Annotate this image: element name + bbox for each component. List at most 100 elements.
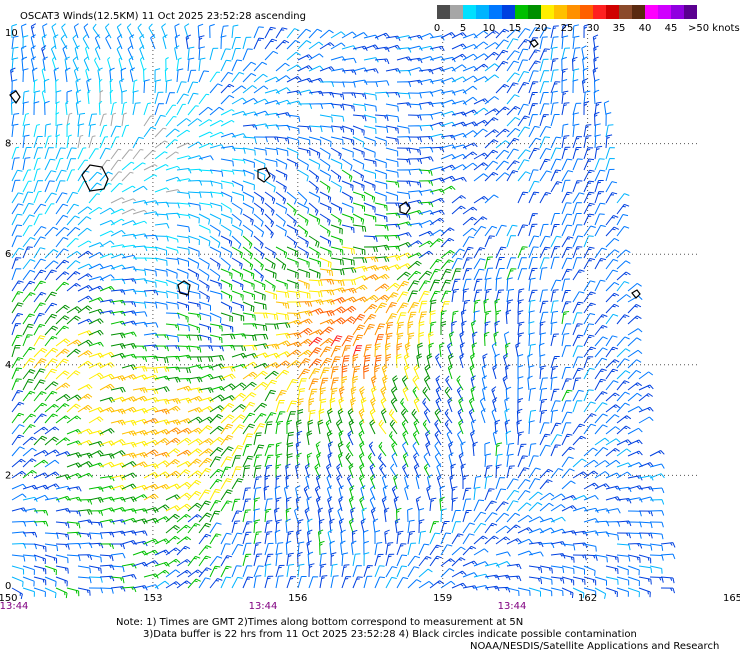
wind-barb [264,147,279,155]
wind-barb [416,353,423,369]
wind-barb [517,28,531,39]
wind-barb [209,246,222,258]
wind-barb [209,334,223,344]
wind-barb [572,554,587,561]
wind-barb [220,202,232,213]
wind-barb [242,72,257,83]
wind-barb [385,169,399,178]
wind-barb [338,397,345,413]
wind-barb [341,81,356,88]
wind-barb [370,397,376,413]
wind-barb [220,224,232,237]
wind-barb [66,496,82,502]
wind-barb [506,563,522,570]
wind-barb [418,556,432,567]
wind-barb [55,180,66,193]
wind-barb [154,334,169,341]
wind-barb [22,90,30,105]
wind-barb [473,548,489,556]
wind-barb [22,280,36,292]
wind-barb [242,136,257,144]
wind-barb [583,401,596,413]
wind-barb [176,569,192,578]
wind-barb [286,246,299,258]
wind-barb [561,158,573,171]
wind-barb [94,45,101,61]
wind-barb [11,123,19,138]
wind-barb [308,28,323,39]
wind-barb [572,269,585,281]
wind-barb [451,582,467,589]
wind-barb [435,386,442,402]
wind-barb [319,81,335,87]
wind-barb [539,517,555,523]
wind-barb [198,312,212,322]
wind-barb [506,538,522,545]
wind-barb [187,427,203,435]
wind-barb [264,268,277,279]
wind-barb [583,482,599,490]
wind-barb [253,136,268,143]
wind-barb [572,79,579,94]
wind-barb [187,407,203,413]
wind-barb [539,92,549,105]
wind-barb [105,34,112,50]
wind-barb [198,457,213,468]
wind-barb [132,102,141,116]
wind-barb [209,71,220,83]
wind-barb [572,323,583,336]
wind-barb [44,313,58,325]
wind-barb [174,45,180,61]
wind-barb [484,30,499,39]
wind-barb [264,169,276,182]
wind-barb [330,180,342,193]
wind-barb [506,257,517,270]
wind-barb [154,569,170,578]
wind-barb [506,453,514,468]
wind-barb [264,50,279,61]
wind-barb [264,575,274,589]
wind-barb [319,257,332,268]
wind-barb [264,323,279,330]
wind-barb [627,427,643,435]
wind-barb [220,323,234,333]
wind-barb [594,413,608,424]
wind-barb [341,296,357,303]
wind-barb [517,71,530,83]
wind-barb [583,565,596,576]
wind-barb [209,290,223,300]
wind-barb [308,347,322,358]
wind-barb [627,521,642,528]
wind-barb [473,41,489,50]
wind-barb [264,246,276,259]
wind-barb [605,281,620,292]
wind-barb [231,224,244,236]
wind-barb [517,82,530,94]
wind-barb [440,279,452,292]
wind-barb [44,347,59,358]
wind-barb [407,67,423,73]
wind-barb [264,379,278,391]
wind-barb [572,180,583,193]
wind-barb [253,290,266,301]
wind-barb [583,356,594,369]
wind-barb [330,31,346,39]
wind-barb [55,90,62,105]
wind-barb [462,236,475,248]
wind-barb [484,321,491,336]
wind-barb [209,235,221,248]
wind-barb [352,125,365,136]
wind-barb [393,496,399,512]
wind-barb [539,433,551,446]
wind-barb [198,279,210,292]
wind-barb [539,354,546,369]
wind-barb [462,65,478,72]
wind-barb [44,576,57,587]
wind-barb [374,565,385,578]
wind-barb [506,524,521,534]
wind-barb [527,353,533,369]
wind-barb [231,191,244,201]
wind-barb [66,554,81,562]
wind-barb [198,191,213,198]
wind-barb [385,202,400,209]
